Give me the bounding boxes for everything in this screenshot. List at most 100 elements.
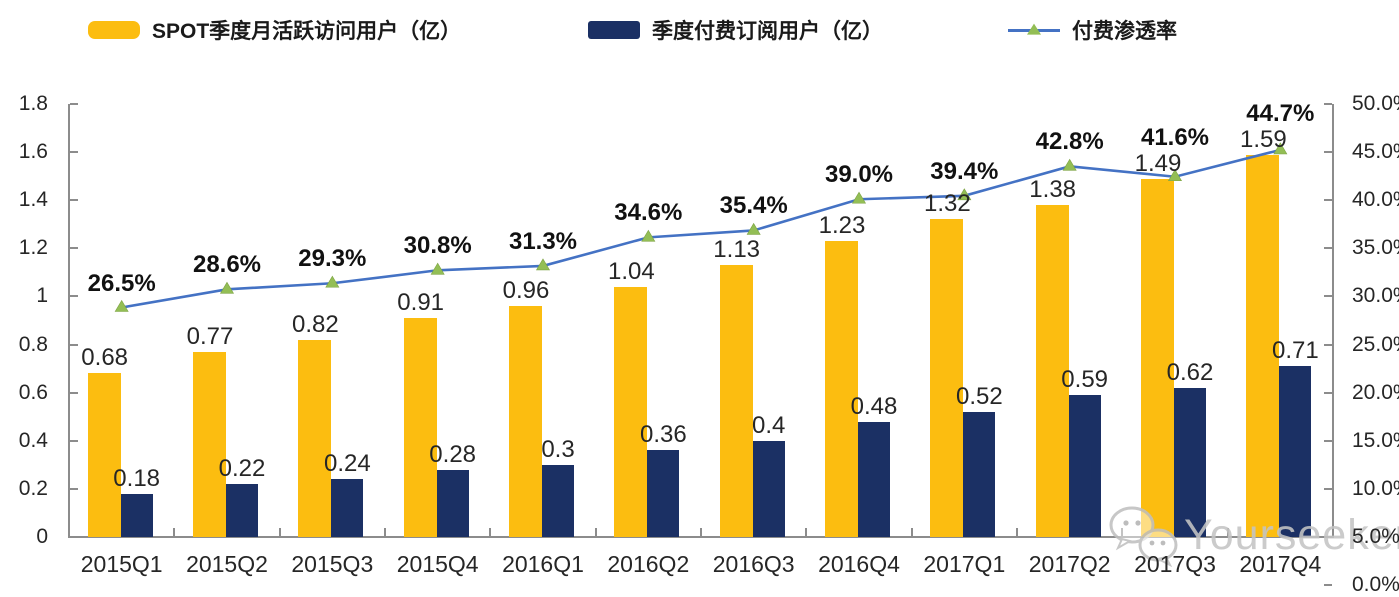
subscriber-bar [1068,395,1101,537]
subscriber-value-label: 0.24 [323,450,371,478]
left-axis-tick-label: 1.2 [18,236,48,260]
x-axis-category-label: 2015Q4 [396,551,479,577]
right-axis-tick-label: 5.0% [1352,525,1399,548]
right-axis-tick-label: 15.0% [1352,428,1399,452]
subscriber-bar [647,450,680,537]
bottom-axis-tick [700,528,702,536]
triangle-marker-icon [1167,169,1183,182]
subscriber-bar [1174,387,1206,537]
penetration-percent-label: 30.8% [403,232,472,260]
right-axis-tick-label: 50.0% [1352,92,1399,115]
penetration-percent-label: 34.6% [614,199,683,227]
bottom-axis-tick [594,528,597,536]
left-axis-tick [70,103,78,105]
legend-item-subscribers: 季度付费订阅用户（亿） [588,17,883,43]
x-axis-category-label: 2015Q3 [291,551,374,577]
right-axis-tick-label: 35.0% [1352,236,1399,260]
left-axis-tick-label: 1.4 [18,188,48,212]
legend-item-mau: SPOT季度月活跃访问用户（亿） [88,17,461,43]
x-axis-category-label: 2017Q2 [1028,551,1111,577]
watermark-text: Yourseeker [1184,510,1399,559]
mau-bar [930,219,964,537]
triangle-marker-icon [957,188,972,201]
left-axis-tick [70,343,78,346]
bottom-axis-tick [173,528,176,536]
mau-value-label: 0.96 [502,277,550,305]
subscriber-value-label: 0.18 [113,464,161,492]
x-axis-category-label: 2017Q3 [1134,551,1216,577]
left-axis-tick [70,247,78,250]
line-marker-swatch-icon [1008,23,1060,35]
bottom-axis-tick [278,528,281,536]
subscriber-bar [1279,366,1312,537]
subscriber-bar [963,411,996,537]
left-axis-tick [70,295,78,298]
mau-value-label: 0.77 [186,322,234,350]
x-axis-category-label: 2015Q2 [186,551,268,577]
right-axis-tick [1324,391,1332,394]
subscriber-value-label: 0.36 [639,421,687,449]
right-axis-tick [1324,151,1332,154]
left-axis-tick-label: 0.4 [18,428,48,452]
triangle-marker-icon [851,191,867,204]
bottom-axis-tick [805,528,808,536]
left-axis-tick-label: 0.8 [18,332,48,356]
triangle-marker-icon [535,258,551,271]
subscriber-value-label: 0.22 [218,455,266,483]
mau-value-label: 0.91 [397,289,445,317]
triangle-marker-icon [114,299,129,312]
mau-bar [1246,154,1280,537]
mau-value-label: 0.68 [81,344,129,372]
mau-bar [1035,205,1069,537]
mau-value-label: 1.04 [607,257,655,285]
x-axis-category-label: 2016Q4 [818,551,900,577]
triangle-marker-icon [430,262,445,275]
penetration-percent-label: 35.4% [719,192,788,220]
legend-item-penetration: 付费渗透率 [1008,17,1177,43]
mau-bar [403,318,437,537]
right-axis-tick-label: 25.0% [1352,332,1399,356]
mau-bar [298,339,332,537]
triangle-marker-icon [1273,142,1288,155]
bottom-axis-tick [910,528,913,536]
x-axis-category-label: 2016Q2 [607,551,690,577]
right-axis-tick-label: 20.0% [1352,380,1399,404]
subscriber-value-label: 0.59 [1061,366,1109,394]
right-axis-tick [1324,247,1332,250]
subscriber-bar [752,440,785,537]
subscriber-bar [436,469,469,537]
x-axis-category-label: 2016Q3 [712,551,795,577]
triangle-marker-icon [219,281,235,294]
subscriber-value-label: 0.62 [1166,358,1214,386]
x-axis-category-label: 2017Q4 [1239,551,1322,577]
penetration-percent-label: 31.3% [508,227,578,255]
mau-value-label: 1.38 [1029,176,1077,204]
right-axis-tick [1324,103,1332,105]
wechat-icon [1109,506,1178,567]
penetration-percent-label: 26.5% [87,269,156,297]
subscriber-value-label: 0.3 [541,435,575,463]
mau-value-label: 0.82 [291,310,339,338]
subscriber-bar [542,464,574,537]
right-axis-tick-label: 30.0% [1352,284,1399,308]
left-axis-tick [70,151,78,154]
subscriber-bar [226,484,258,537]
triangle-marker-icon [1062,158,1077,171]
bottom-axis-tick [1016,528,1018,536]
right-axis-tick-label: 0.0% [1352,573,1399,597]
legend-label-penetration: 付费渗透率 [1072,20,1177,43]
bottom-axis-tick [384,528,386,536]
penetration-percent-label: 44.7% [1246,99,1315,127]
x-axis-category-label: 2016Q1 [502,551,584,577]
left-axis-tick [70,536,78,538]
triangle-marker-icon [325,275,340,288]
right-axis-tick [1324,536,1332,538]
mau-bar [509,306,542,537]
mau-value-label: 1.49 [1134,149,1182,177]
x-axis-category-label: 2015Q1 [80,551,163,577]
left-axis-tick-label: 0 [36,525,48,548]
left-axis-tick [70,391,78,394]
penetration-percent-label: 39.4% [930,157,999,185]
mau-value-label: 1.23 [818,212,866,240]
